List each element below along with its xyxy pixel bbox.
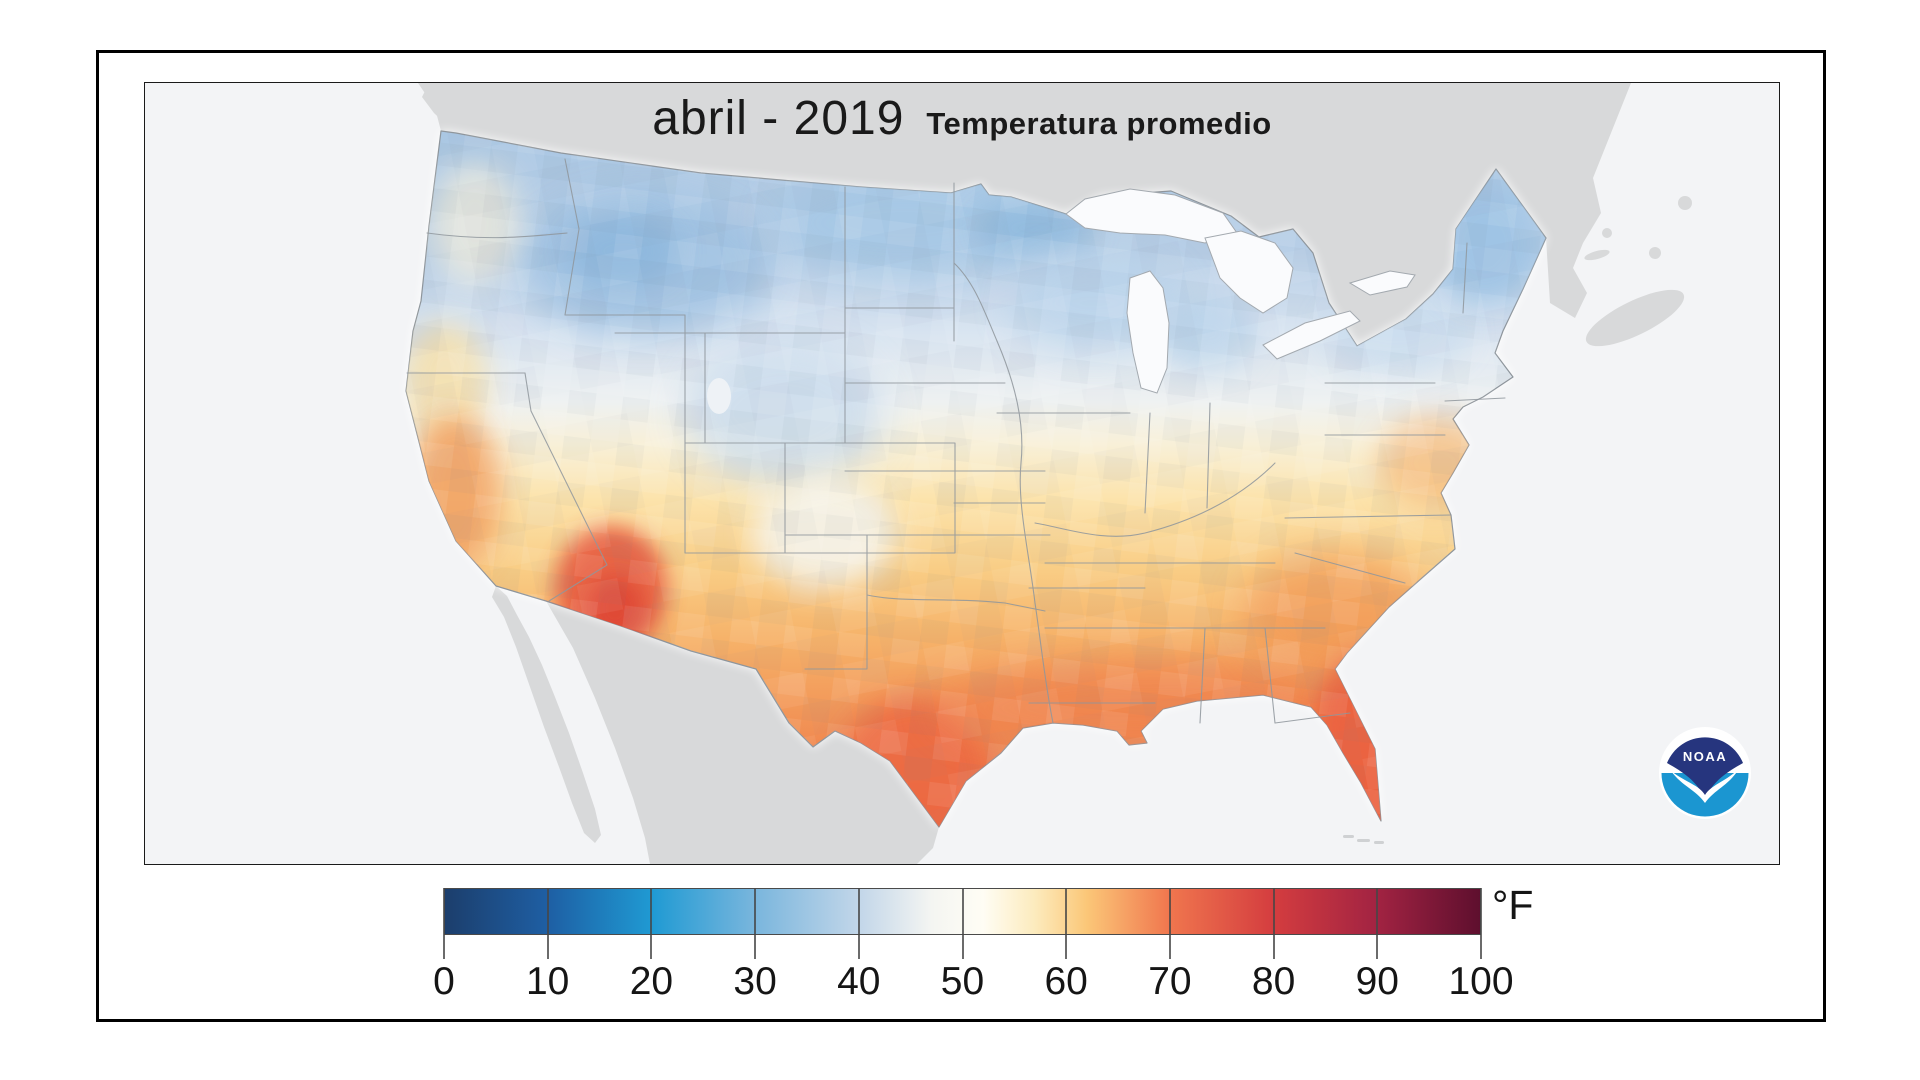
colorbar-tick-line [1168, 888, 1171, 959]
colorbar-tick-line [650, 888, 653, 959]
vancouver-island [422, 89, 463, 129]
florida-keys [1343, 835, 1384, 844]
lake-huron [1204, 230, 1294, 314]
colorbar-tick-line [1376, 888, 1379, 959]
great-lakes [707, 188, 1416, 414]
colorbar-tick-label: 20 [629, 960, 674, 1003]
colorbar-tick-line [857, 888, 860, 959]
lake-ontario [1348, 270, 1416, 296]
colorbar-tick-label: 70 [1148, 960, 1192, 1003]
colorbar-tick-line [754, 888, 757, 959]
map-panel: abril - 2019 Temperatura promedio NOAA [144, 82, 1780, 865]
state-boundaries [406, 158, 1506, 724]
title-variable: Temperatura promedio [926, 106, 1272, 141]
colorbar-tick-label: 100 [1448, 960, 1514, 1003]
lake-michigan [1126, 270, 1170, 394]
colorbar-tick-label: 50 [940, 960, 985, 1003]
colorbar-tick-label: 30 [733, 960, 777, 1003]
colorbar-tick-line [1480, 888, 1482, 959]
us-temperature-map [145, 83, 1779, 864]
colorbar-tick-label: 0 [433, 960, 455, 1003]
colorbar-tick-label: 10 [525, 960, 570, 1003]
great-salt-lake [707, 378, 731, 414]
canada-landmass [418, 83, 1631, 346]
baja-california [492, 586, 601, 843]
noaa-logo-gull [1671, 769, 1739, 803]
colorbar-tick-line [546, 888, 549, 959]
lake-erie [1262, 310, 1361, 360]
atlantic-canada-islands [1494, 127, 1692, 347]
map-title: abril - 2019 Temperatura promedio [145, 91, 1779, 146]
colorbar-tick-line [1065, 888, 1068, 959]
colorbar-tick-line [1272, 888, 1275, 959]
noaa-logo-fan [1667, 737, 1743, 799]
noaa-logo: NOAA [1659, 727, 1751, 819]
noaa-logo-text: NOAA [1683, 749, 1727, 764]
colorbar-tick-label: 90 [1355, 960, 1399, 1003]
colorbar-tick-line [443, 888, 445, 959]
colorbar-unit-label: °F [1492, 882, 1534, 928]
colorbar-tick-label: 40 [837, 960, 881, 1003]
colorbar-tick-label: 80 [1251, 960, 1296, 1003]
colorbar-tick-label: 60 [1044, 960, 1088, 1003]
mexico-landmass [546, 601, 939, 864]
colorbar-tick-line [961, 888, 964, 959]
title-period: abril - 2019 [652, 92, 905, 145]
